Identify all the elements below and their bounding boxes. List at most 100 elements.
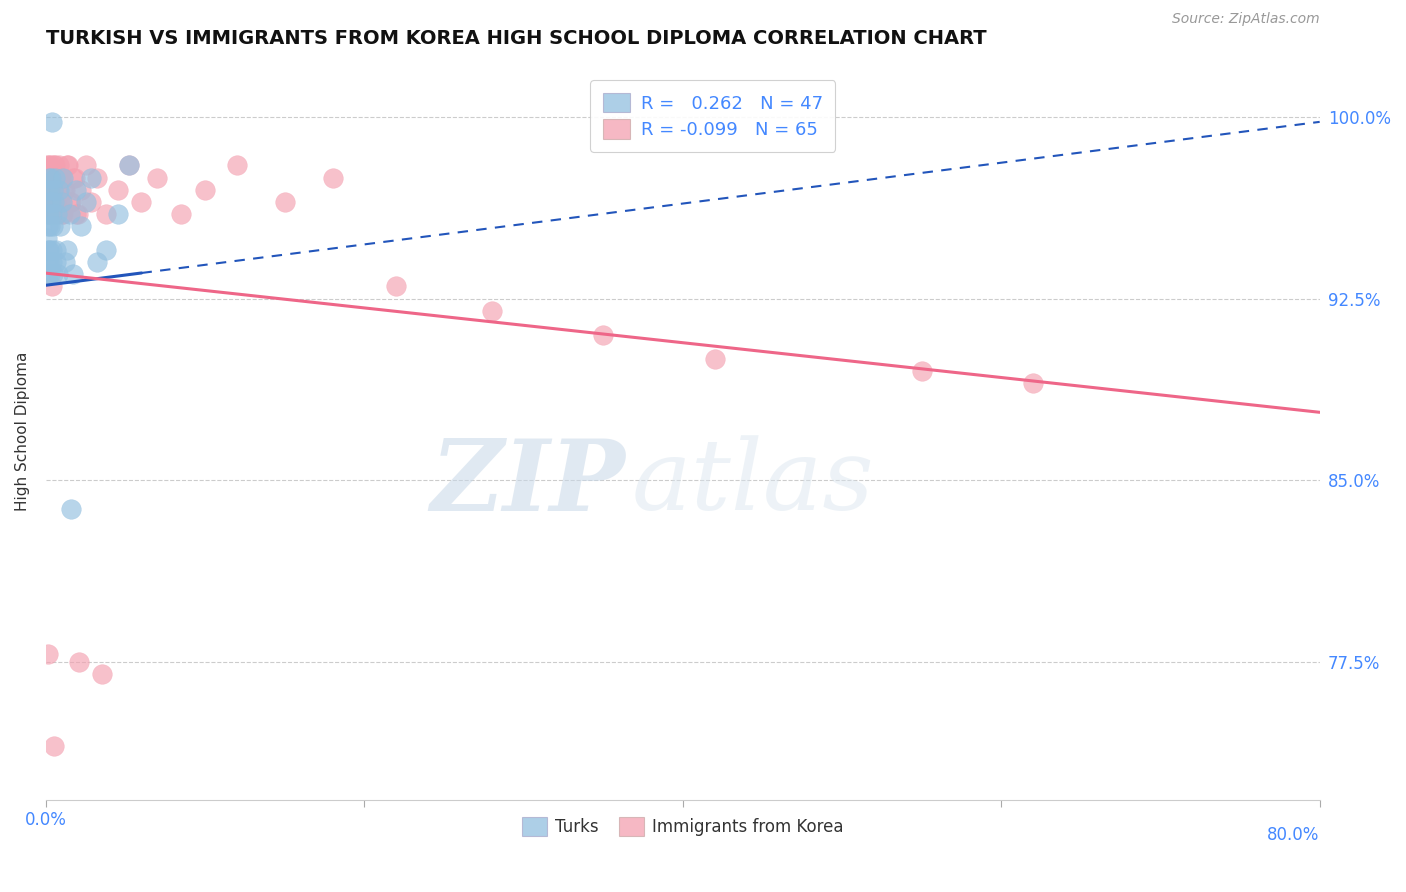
Point bbox=[107, 207, 129, 221]
Point bbox=[38, 194, 60, 209]
Point bbox=[65, 207, 87, 221]
Point bbox=[39, 170, 62, 185]
Point bbox=[44, 170, 66, 185]
Point bbox=[48, 170, 70, 185]
Point bbox=[170, 207, 193, 221]
Point bbox=[39, 207, 62, 221]
Point bbox=[56, 243, 79, 257]
Point bbox=[66, 207, 89, 221]
Point bbox=[79, 170, 101, 185]
Point bbox=[45, 243, 67, 257]
Point bbox=[65, 183, 87, 197]
Point bbox=[194, 183, 217, 197]
Point bbox=[35, 183, 58, 197]
Point bbox=[96, 243, 118, 257]
Point bbox=[41, 268, 63, 282]
Point bbox=[38, 158, 60, 172]
Point bbox=[67, 655, 90, 669]
Text: atlas: atlas bbox=[631, 435, 875, 531]
Point bbox=[131, 194, 153, 209]
Point bbox=[39, 183, 62, 197]
Point bbox=[49, 219, 72, 233]
Point bbox=[107, 183, 129, 197]
Point bbox=[42, 183, 65, 197]
Point bbox=[118, 158, 141, 172]
Point bbox=[58, 158, 80, 172]
Point bbox=[44, 158, 66, 172]
Point bbox=[41, 115, 63, 129]
Point bbox=[42, 183, 65, 197]
Point bbox=[39, 170, 62, 185]
Point bbox=[75, 158, 97, 172]
Point bbox=[42, 219, 65, 233]
Point bbox=[35, 231, 58, 245]
Point bbox=[70, 219, 93, 233]
Text: TURKISH VS IMMIGRANTS FROM KOREA HIGH SCHOOL DIPLOMA CORRELATION CHART: TURKISH VS IMMIGRANTS FROM KOREA HIGH SC… bbox=[46, 29, 987, 48]
Point bbox=[53, 255, 76, 269]
Point bbox=[37, 268, 59, 282]
Point bbox=[51, 207, 73, 221]
Point bbox=[46, 268, 69, 282]
Point bbox=[86, 170, 108, 185]
Point bbox=[45, 170, 67, 185]
Point bbox=[52, 170, 75, 185]
Point bbox=[56, 158, 79, 172]
Y-axis label: High School Diploma: High School Diploma bbox=[15, 352, 30, 511]
Point bbox=[41, 243, 63, 257]
Point bbox=[911, 364, 934, 378]
Point bbox=[226, 158, 249, 172]
Point bbox=[41, 170, 63, 185]
Point bbox=[75, 194, 97, 209]
Point bbox=[49, 194, 72, 209]
Point bbox=[59, 207, 82, 221]
Point bbox=[39, 194, 62, 209]
Point bbox=[37, 183, 59, 197]
Point bbox=[44, 255, 66, 269]
Point bbox=[39, 183, 62, 197]
Point bbox=[86, 255, 108, 269]
Point bbox=[53, 183, 76, 197]
Point bbox=[41, 279, 63, 293]
Text: Source: ZipAtlas.com: Source: ZipAtlas.com bbox=[1173, 12, 1320, 26]
Point bbox=[48, 158, 70, 172]
Point bbox=[46, 207, 69, 221]
Point bbox=[42, 194, 65, 209]
Point bbox=[37, 207, 59, 221]
Point bbox=[60, 502, 83, 516]
Point bbox=[37, 158, 59, 172]
Point bbox=[37, 243, 59, 257]
Point bbox=[62, 268, 84, 282]
Legend: Turks, Immigrants from Korea: Turks, Immigrants from Korea bbox=[515, 811, 851, 843]
Point bbox=[53, 183, 76, 197]
Point bbox=[45, 194, 67, 209]
Point bbox=[38, 194, 60, 209]
Point bbox=[48, 183, 70, 197]
Point bbox=[41, 207, 63, 221]
Point bbox=[39, 158, 62, 172]
Point bbox=[322, 170, 344, 185]
Point bbox=[38, 255, 60, 269]
Point bbox=[146, 170, 169, 185]
Point bbox=[274, 194, 297, 209]
Point bbox=[38, 170, 60, 185]
Point bbox=[481, 303, 503, 318]
Point bbox=[385, 279, 408, 293]
Point bbox=[90, 666, 112, 681]
Point bbox=[37, 194, 59, 209]
Point bbox=[44, 158, 66, 172]
Point bbox=[79, 194, 101, 209]
Point bbox=[37, 648, 59, 662]
Point bbox=[63, 170, 86, 185]
Point bbox=[41, 194, 63, 209]
Point bbox=[42, 183, 65, 197]
Point bbox=[96, 207, 118, 221]
Point bbox=[41, 255, 63, 269]
Point bbox=[38, 243, 60, 257]
Point bbox=[70, 183, 93, 197]
Point bbox=[44, 194, 66, 209]
Text: ZIP: ZIP bbox=[430, 435, 626, 532]
Point bbox=[51, 194, 73, 209]
Point bbox=[592, 327, 614, 342]
Point bbox=[42, 739, 65, 754]
Point bbox=[703, 352, 725, 367]
